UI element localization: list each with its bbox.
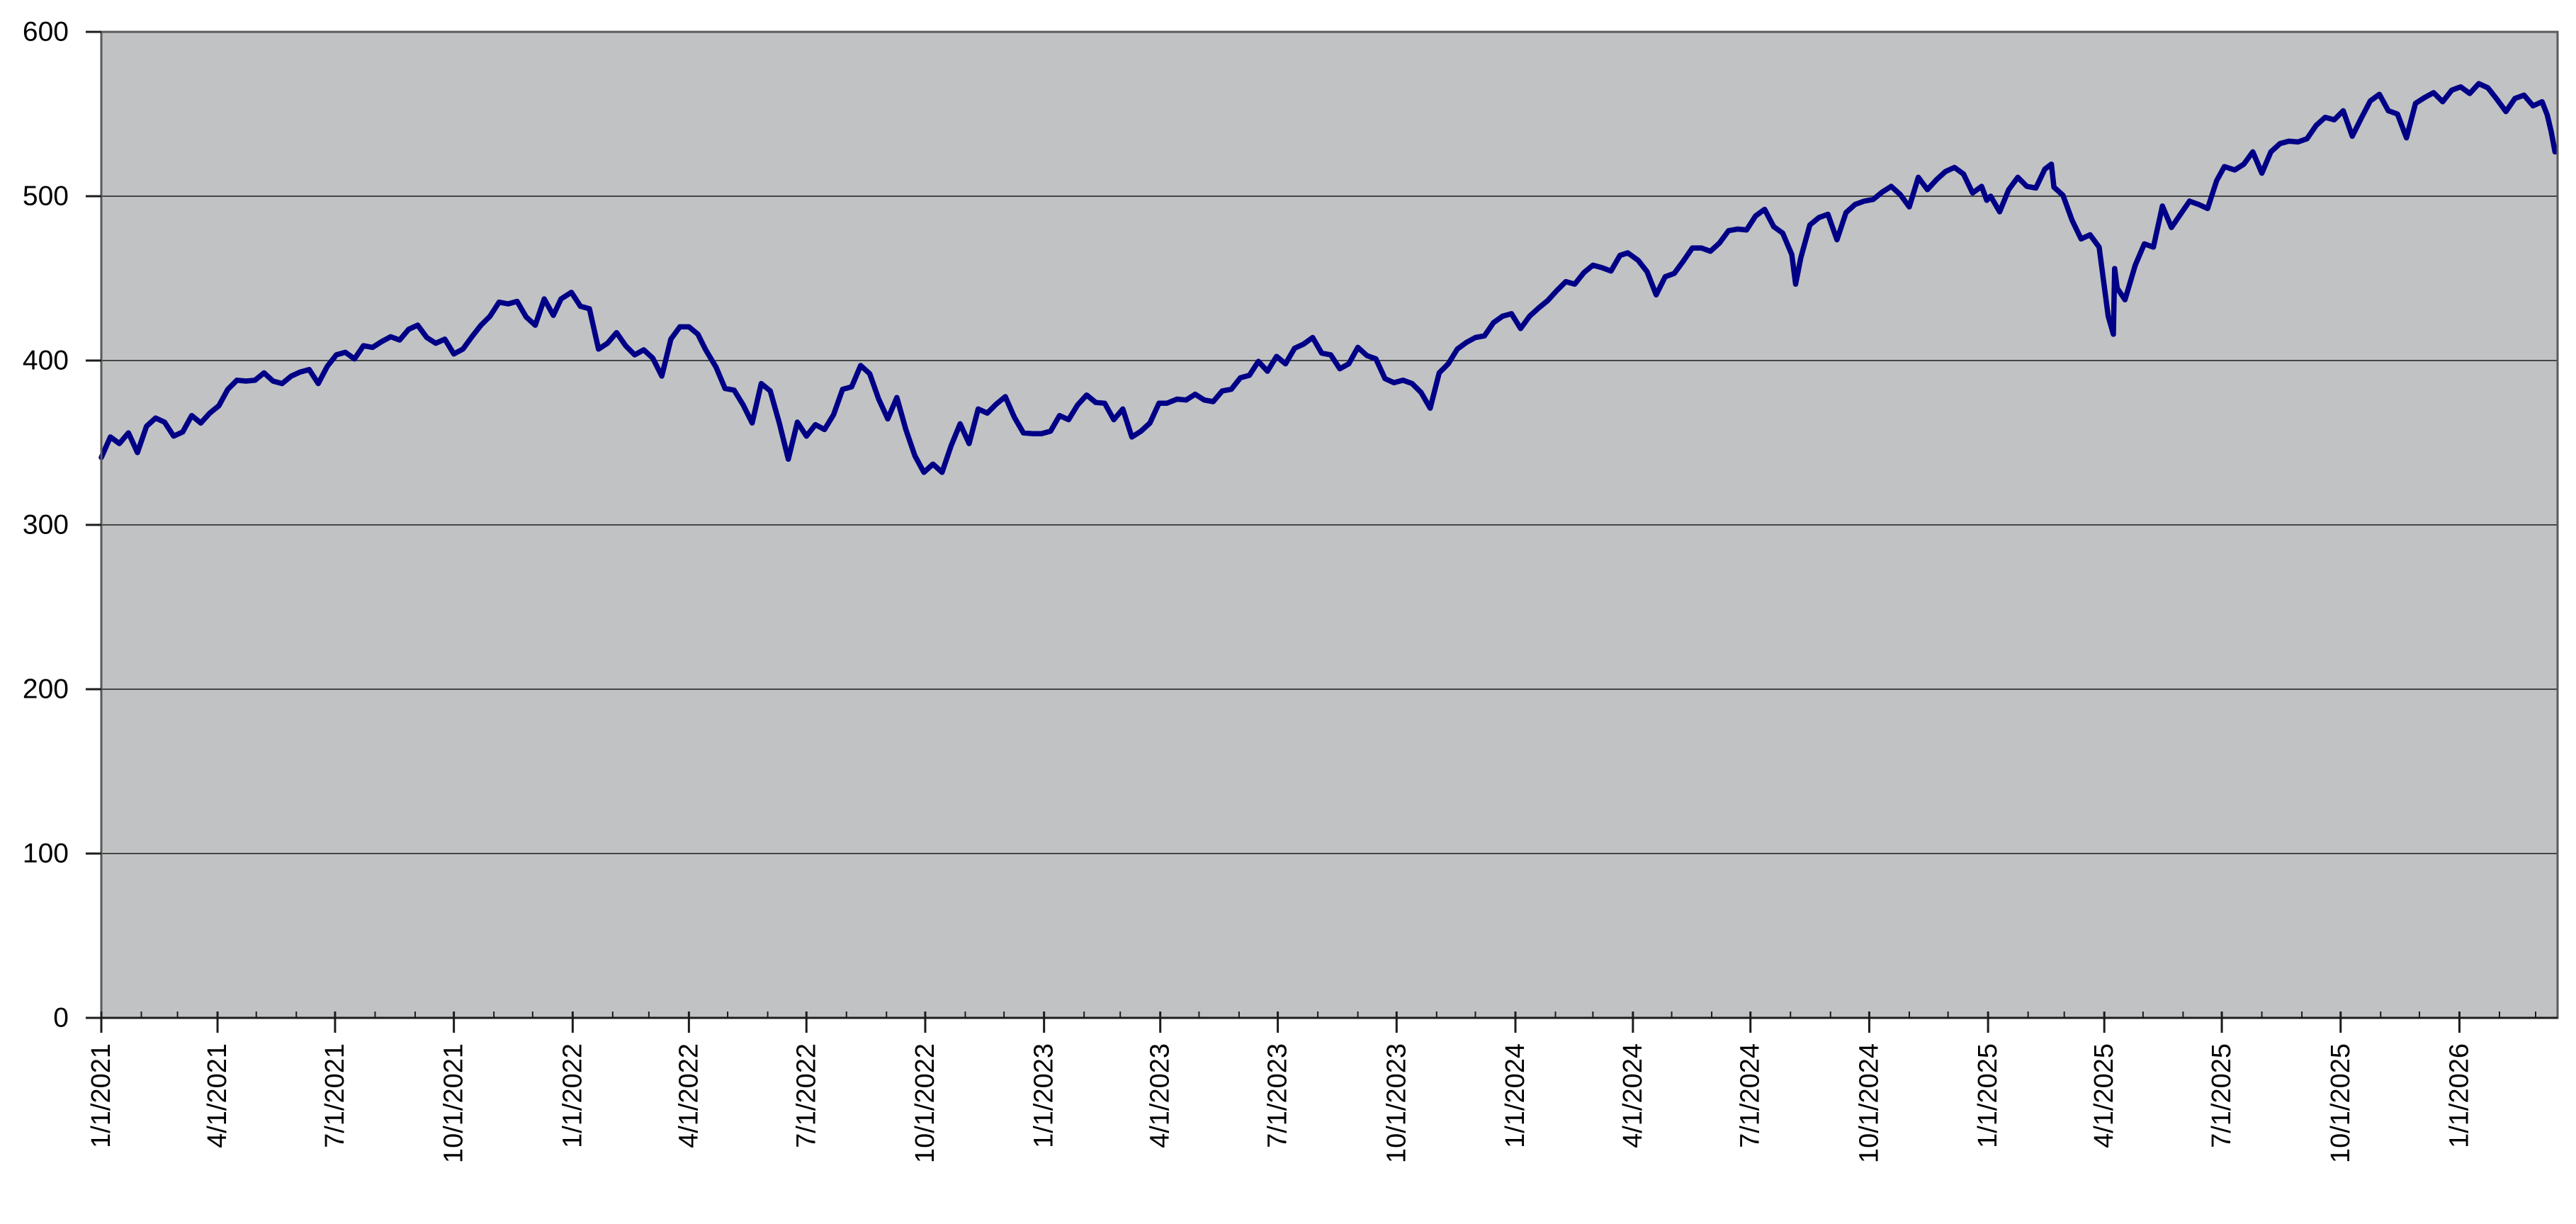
x-axis-label: 1/1/2025 [1973, 1043, 2003, 1148]
y-axis-label: 300 [23, 510, 69, 540]
x-axis-label: 4/1/2025 [2089, 1043, 2119, 1148]
y-axis-label: 0 [53, 1003, 69, 1033]
x-axis-label: 1/1/2022 [558, 1043, 587, 1148]
x-axis-minor-ticks [140, 1012, 2537, 1018]
y-gridlines [101, 196, 2558, 854]
y-axis-labels: 0 100 200 300 400 500 600 [23, 17, 69, 1033]
y-axis-label: 600 [23, 17, 69, 47]
x-axis-label: 4/1/2022 [674, 1043, 704, 1148]
x-axis-label: 4/1/2024 [1618, 1043, 1648, 1148]
x-axis-label: 1/1/2021 [86, 1043, 116, 1148]
x-axis-labels: 1/1/2021 4/1/2021 7/1/2021 10/1/2021 1/1/202… [86, 1043, 2474, 1163]
x-axis-label: 10/1/2023 [1382, 1043, 1411, 1163]
x-axis-label: 7/1/2021 [320, 1043, 350, 1148]
x-axis-label: 7/1/2022 [791, 1043, 821, 1148]
y-axis-label: 200 [23, 674, 69, 705]
x-axis-label: 1/1/2026 [2444, 1043, 2474, 1148]
x-axis-label: 1/1/2023 [1029, 1043, 1059, 1148]
x-axis-label: 10/1/2024 [1854, 1043, 1884, 1163]
x-axis-major-ticks [100, 1012, 2461, 1033]
y-axis-ticks [86, 30, 101, 1019]
x-axis-label: 4/1/2021 [203, 1043, 232, 1148]
x-axis-label: 10/1/2025 [2326, 1043, 2356, 1163]
y-axis-label: 400 [23, 346, 69, 376]
y-axis-label: 500 [23, 181, 69, 212]
x-axis-label: 1/1/2024 [1501, 1043, 1530, 1148]
y-axis-label: 100 [23, 839, 69, 869]
x-axis-label: 7/1/2023 [1263, 1043, 1293, 1148]
x-axis-label: 7/1/2024 [1736, 1043, 1766, 1148]
x-axis-label: 10/1/2022 [910, 1043, 940, 1163]
series-lines [98, 81, 2558, 475]
x-axis-label: 4/1/2023 [1146, 1043, 1175, 1148]
x-axis-label: 7/1/2025 [2207, 1043, 2237, 1148]
price-series-line [98, 81, 2558, 475]
x-axis-label: 10/1/2021 [439, 1043, 469, 1163]
